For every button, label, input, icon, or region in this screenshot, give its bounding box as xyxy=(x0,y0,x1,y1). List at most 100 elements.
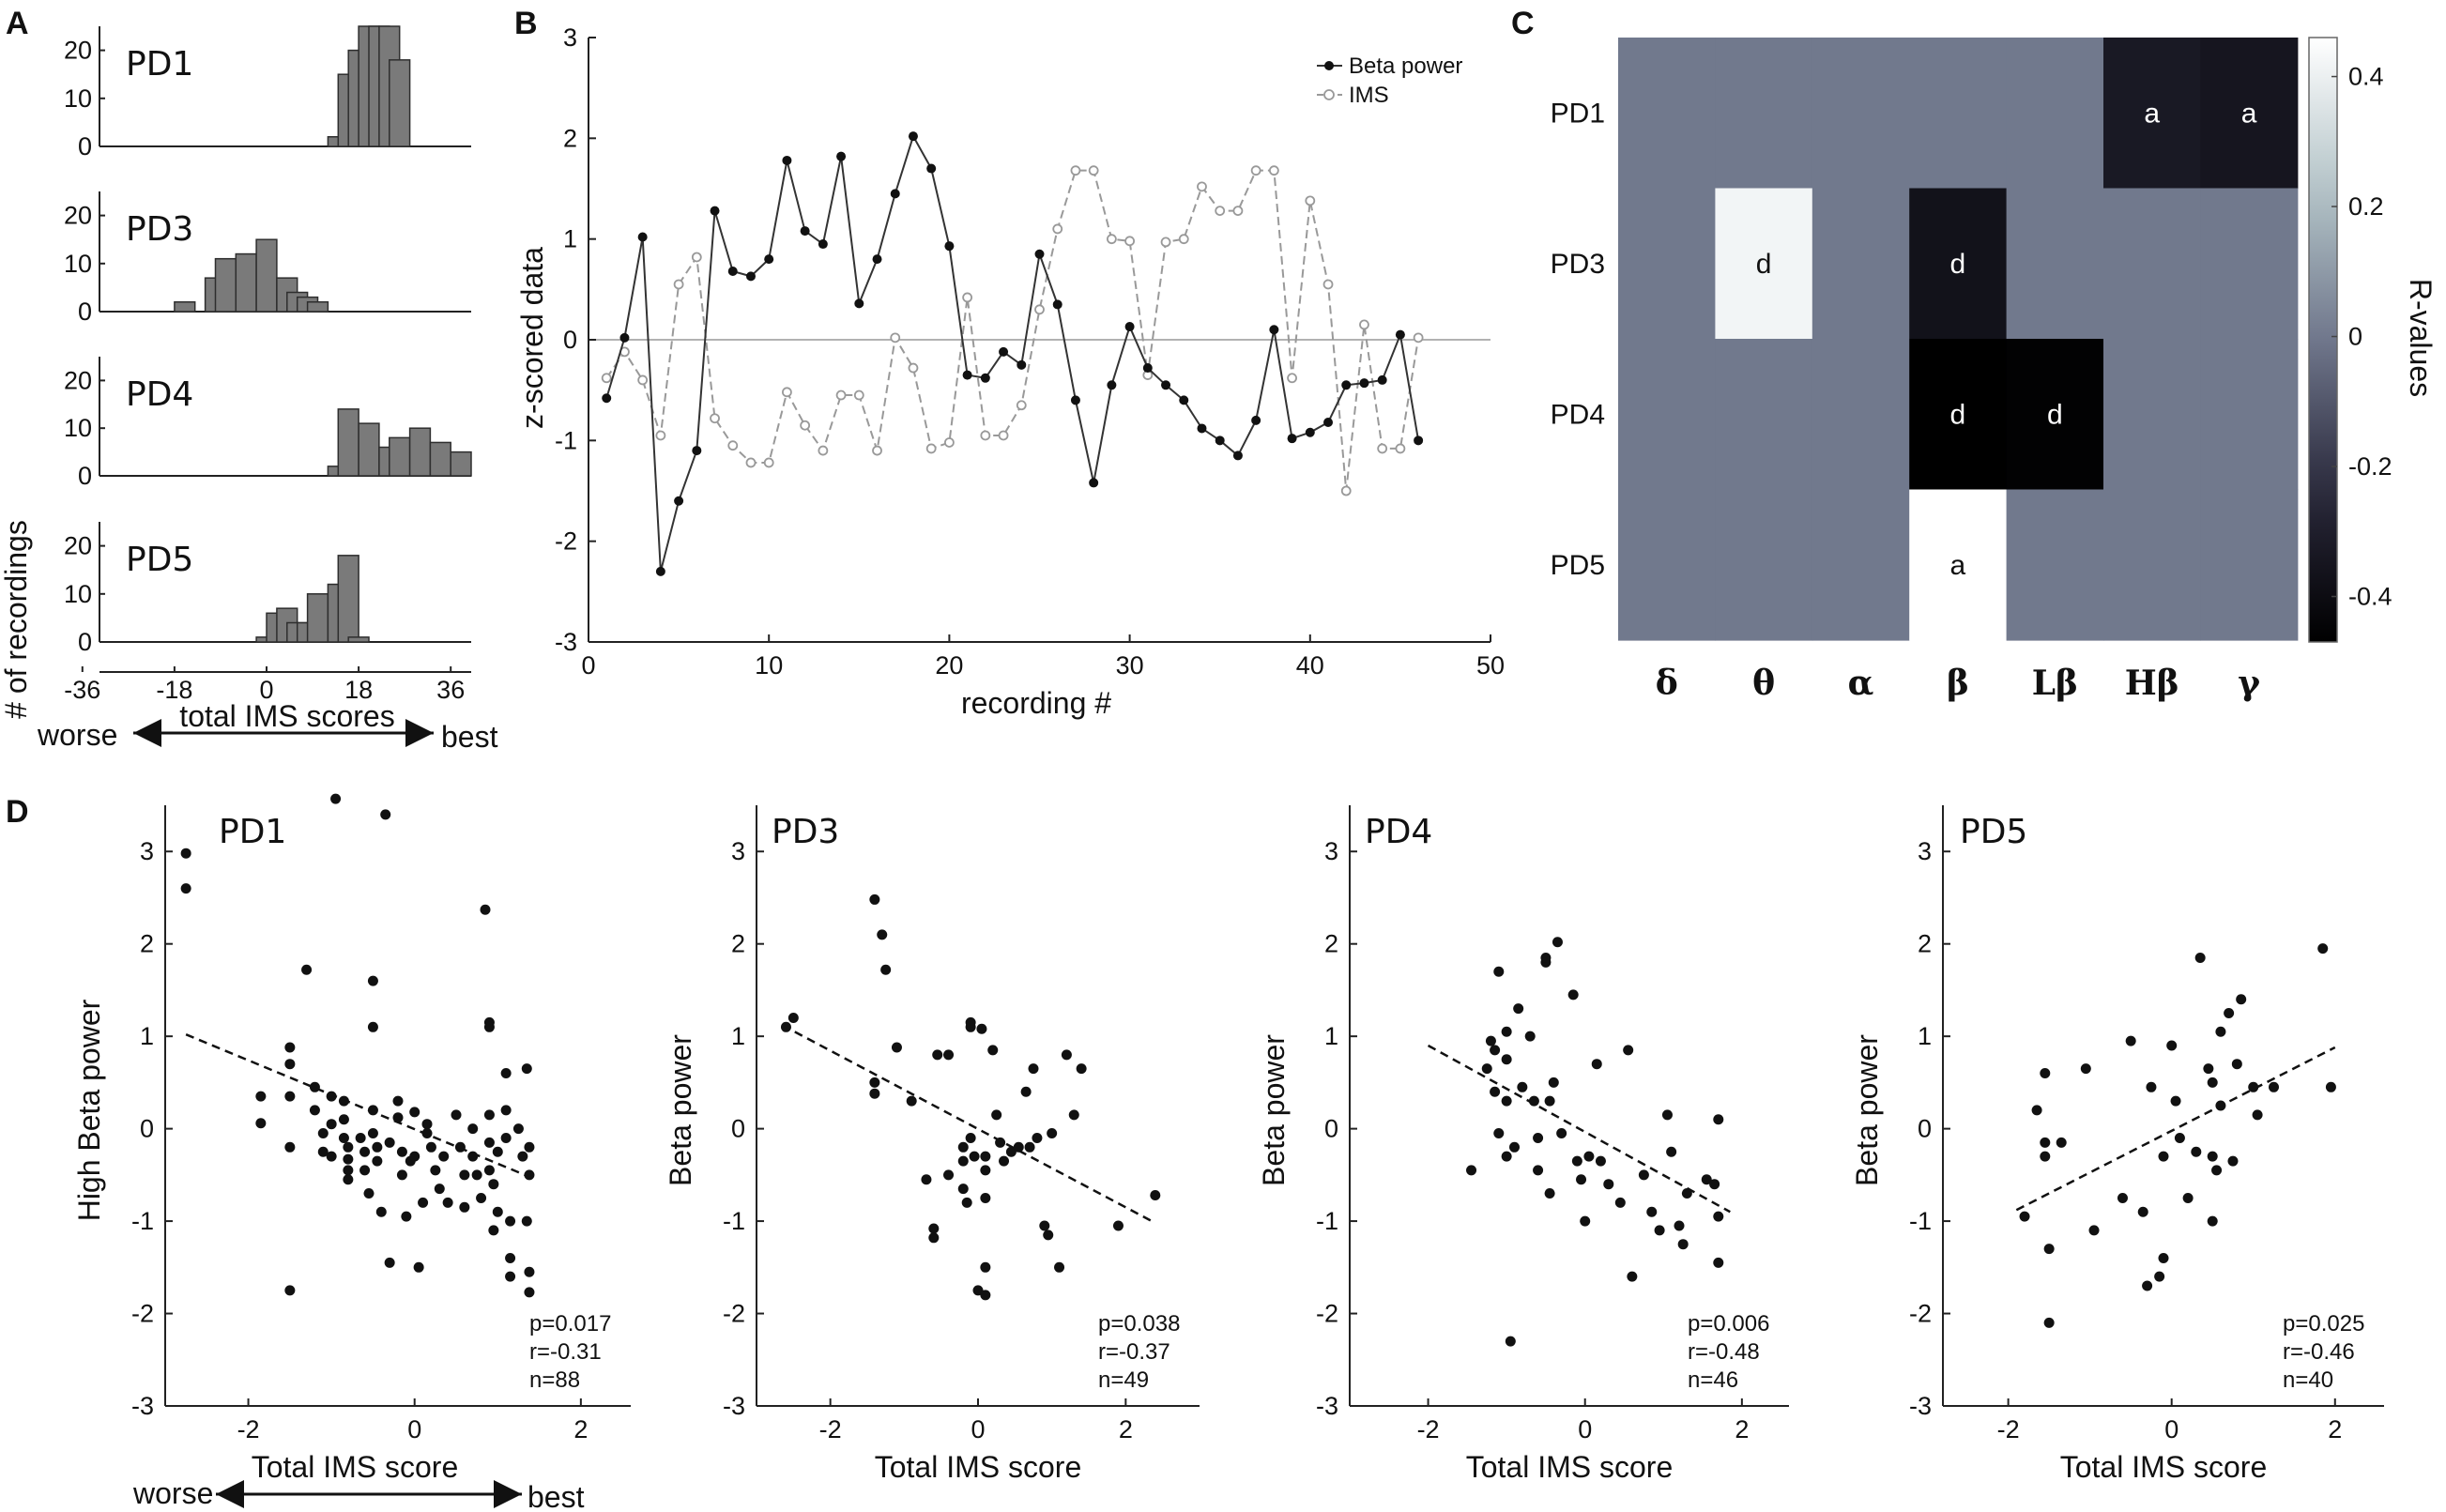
scatter-point xyxy=(375,1206,387,1217)
legend-ims-label: IMS xyxy=(1349,83,1389,108)
scatter-point xyxy=(2137,1206,2148,1217)
scatter-point xyxy=(2080,1063,2091,1075)
scatter-point xyxy=(2191,1146,2202,1157)
scatter-point xyxy=(2207,1215,2218,1227)
scatter-point xyxy=(476,1192,487,1203)
scatter-point xyxy=(284,1042,296,1053)
line-x-tick-label: 20 xyxy=(935,651,963,680)
scatter-point xyxy=(454,1141,466,1153)
scatter-point xyxy=(1028,1063,1039,1075)
scatter-ylabel: Beta power xyxy=(664,1034,697,1186)
scatter-ylabel: Beta power xyxy=(1850,1034,1884,1186)
heatmap-cell-letter: a xyxy=(2144,98,2160,129)
scatter-point xyxy=(1544,1095,1555,1107)
scatter-point xyxy=(2194,952,2206,963)
scatter-point xyxy=(1501,1095,1512,1107)
ims-point xyxy=(925,443,937,454)
scatter-point xyxy=(326,1091,337,1102)
ims-point xyxy=(745,457,757,468)
scatter-point xyxy=(1501,1054,1512,1065)
scatter-point xyxy=(999,1155,1010,1167)
scatter-point xyxy=(980,1151,991,1162)
ims-point xyxy=(1395,443,1406,454)
scatter-point xyxy=(2117,1192,2128,1203)
scatter-point xyxy=(1068,1109,1079,1121)
ims-series-line xyxy=(605,169,1420,492)
hist-y-tick-label: 10 xyxy=(64,414,92,442)
scatter-point xyxy=(1540,952,1552,963)
beta-point xyxy=(1232,451,1243,461)
scatter-point xyxy=(1654,1225,1665,1236)
scatter-point xyxy=(317,1146,329,1157)
scatter-point xyxy=(359,1146,371,1157)
scatter-point xyxy=(488,1179,499,1190)
hist-subject-label: PD4 xyxy=(126,375,193,414)
ims-point xyxy=(1052,223,1063,235)
scatter-point xyxy=(284,1091,296,1102)
heatmap-col-label: γ xyxy=(2238,664,2260,703)
beta-point xyxy=(999,346,1009,357)
scatter-y-tick-label: -2 xyxy=(1316,1300,1338,1328)
scatter-point xyxy=(1603,1179,1614,1190)
scatter-point xyxy=(1701,1174,1712,1185)
heatmap-cell xyxy=(2200,38,2299,190)
heatmap-cell xyxy=(2103,489,2201,641)
scatter-point xyxy=(1024,1141,1035,1153)
heatmap-cell xyxy=(1812,339,1910,491)
hist-y-tick-label: 10 xyxy=(64,580,92,608)
scatter-point xyxy=(180,883,191,894)
heatmap-cell xyxy=(2103,38,2201,190)
scatter-point xyxy=(451,1109,462,1121)
scatter-point xyxy=(521,1215,532,1227)
scatter-point xyxy=(943,1049,955,1061)
scatter-point xyxy=(367,1105,378,1116)
scatter-stat-r: r=-0.37 xyxy=(1098,1339,1170,1365)
heatmap-cell xyxy=(1909,489,2008,641)
ims-point xyxy=(1377,443,1388,454)
beta-point xyxy=(1305,427,1315,437)
scatter-point xyxy=(2224,1008,2235,1019)
scatter-y-tick-label: -2 xyxy=(723,1300,745,1328)
scatter-y-tick-label: 0 xyxy=(140,1115,154,1143)
beta-point xyxy=(980,373,990,383)
scatter-point xyxy=(343,1174,354,1185)
scatter-point xyxy=(2170,1095,2181,1107)
scatter-point xyxy=(409,1151,420,1162)
heatmap-col-label: α xyxy=(1848,664,1874,703)
scatter-point xyxy=(780,1021,791,1032)
scatter-y-tick-label: 3 xyxy=(140,837,154,865)
scatter-stat-p: p=0.038 xyxy=(1098,1311,1180,1336)
scatter-point xyxy=(2040,1151,2051,1162)
scatter-point xyxy=(500,1132,512,1143)
scatter-point xyxy=(2231,1059,2242,1070)
scatter-point xyxy=(355,1132,366,1143)
heatmap-cell xyxy=(1909,38,2008,190)
scatter-stat-p: p=0.025 xyxy=(2283,1311,2364,1336)
beta-series-line xyxy=(605,133,1420,573)
scatter-x-tick-label: -2 xyxy=(237,1415,260,1443)
hist-subject-label: PD3 xyxy=(126,210,193,249)
scatter-point xyxy=(2031,1105,2042,1116)
regression-line xyxy=(781,1024,1156,1225)
heatmap-cell xyxy=(1715,38,1813,190)
scatter-point xyxy=(413,1261,424,1273)
scatter-y-tick-label: 3 xyxy=(731,837,745,865)
scatter-y-tick-label: -1 xyxy=(1316,1207,1338,1235)
heatmap-cell-letter: d xyxy=(1756,249,1772,280)
beta-point xyxy=(1107,380,1117,390)
scatter-point xyxy=(1567,989,1579,1000)
scatter-point xyxy=(976,1023,987,1034)
line-y-tick-label: 1 xyxy=(563,225,577,253)
beta-point xyxy=(764,254,774,265)
beta-point xyxy=(727,267,738,277)
beta-point xyxy=(1341,380,1352,390)
scatter-point xyxy=(434,1184,445,1195)
hist-y-tick-label: 20 xyxy=(64,202,92,230)
hist-x-tick-label: 18 xyxy=(344,676,373,704)
panel-b-letter: B xyxy=(514,6,538,41)
scatter-point xyxy=(1076,1063,1087,1075)
colorbar-tick-label: -0.4 xyxy=(2348,583,2392,611)
ims-point xyxy=(1359,319,1369,330)
line-x-tick-label: 40 xyxy=(1296,651,1324,680)
scatter-point xyxy=(2325,1081,2336,1092)
